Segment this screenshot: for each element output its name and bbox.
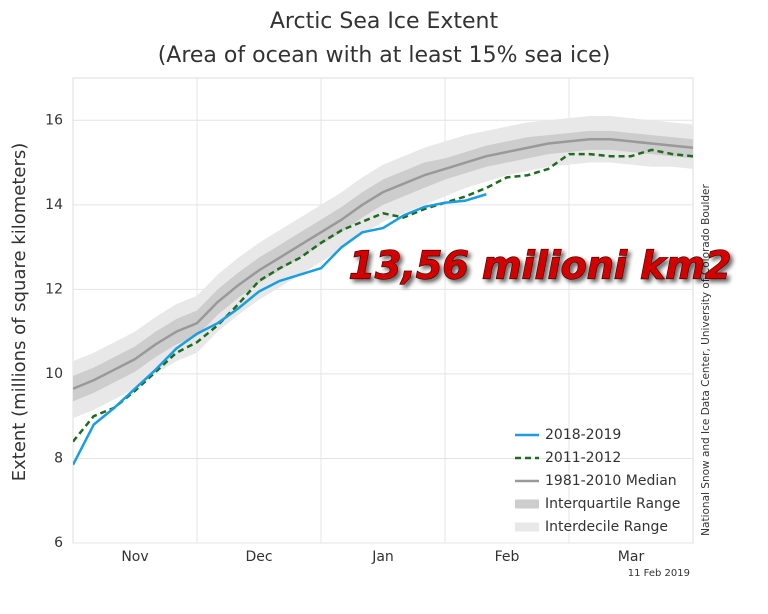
legend-label: Interdecile Range bbox=[545, 519, 668, 535]
chart-title: Arctic Sea Ice Extent bbox=[270, 9, 499, 34]
x-tick-label: Jan bbox=[371, 549, 394, 565]
y-tick-label: 14 bbox=[45, 197, 63, 213]
legend-label: 1981-2010 Median bbox=[545, 473, 677, 489]
y-tick-label: 10 bbox=[45, 366, 63, 382]
series-line bbox=[73, 193, 487, 466]
annotation: 13,56 milioni km2 bbox=[349, 244, 732, 288]
series-line bbox=[73, 148, 693, 443]
x-tick-label: Mar bbox=[618, 549, 645, 565]
y-tick-label: 12 bbox=[45, 281, 63, 297]
y-tick-label: 8 bbox=[54, 450, 63, 466]
legend-label: 2018-2019 bbox=[545, 427, 621, 443]
legend-label: 2011-2012 bbox=[545, 450, 621, 466]
series-line bbox=[73, 138, 693, 390]
legend-label: Interquartile Range bbox=[545, 496, 680, 512]
chart-subtitle: (Area of ocean with at least 15% sea ice… bbox=[158, 43, 611, 68]
credit: National Snow and Ice Data Center, Unive… bbox=[700, 184, 712, 536]
range-band bbox=[73, 130, 693, 402]
y-tick-label: 16 bbox=[45, 112, 63, 128]
x-tick-label: Nov bbox=[121, 549, 148, 565]
y-tick-label: 6 bbox=[54, 535, 63, 551]
y-axis-label: Extent (millions of square kilometers) bbox=[9, 143, 30, 482]
date: 11 Feb 2019 bbox=[628, 568, 690, 579]
x-tick-label: Dec bbox=[245, 549, 272, 565]
plot bbox=[73, 116, 693, 466]
x-tick-label: Feb bbox=[495, 549, 520, 565]
